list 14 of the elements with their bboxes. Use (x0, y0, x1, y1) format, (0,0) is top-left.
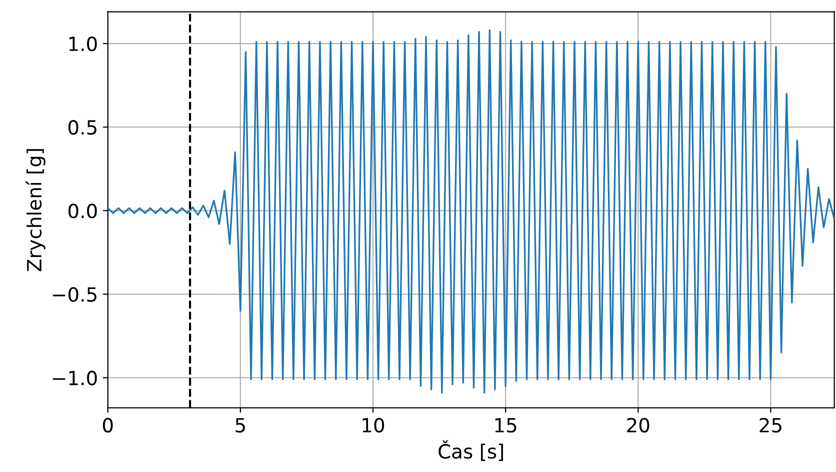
y-tick-label: 1.0 (69, 36, 97, 52)
line-series (108, 29, 834, 394)
y-tick-label: 0.5 (68, 120, 96, 135)
y-axis-title: Zrychlení [g] (26, 149, 46, 272)
y-tick-label: −1.0 (52, 370, 97, 386)
x-axis-title: Čas [s] (438, 440, 503, 461)
x-tick-label: 0 (102, 418, 113, 433)
y-tick-label: −0.5 (52, 287, 96, 302)
x-tick-label: 5 (236, 418, 245, 433)
x-tick-label: 20 (627, 418, 650, 433)
x-tick-label: 15 (495, 418, 516, 433)
y-tick-label: 0.0 (68, 204, 97, 218)
x-tick-label: 25 (760, 418, 782, 433)
x-tick-label: 10 (362, 418, 384, 433)
